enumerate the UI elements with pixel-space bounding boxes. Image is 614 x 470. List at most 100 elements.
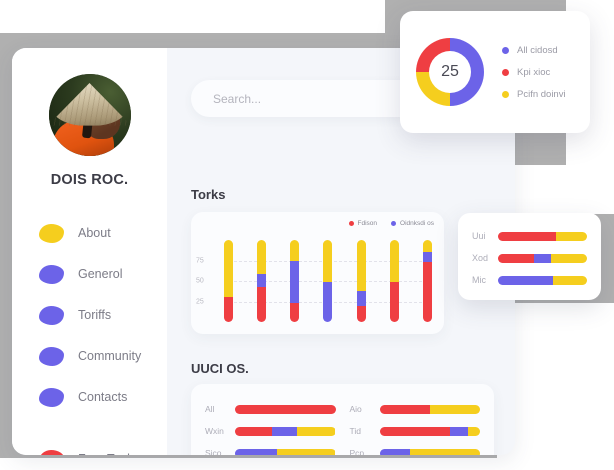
mini-stat-bar bbox=[498, 253, 587, 263]
legend-item-kpi-xioc: Kpi xioc bbox=[502, 61, 566, 83]
donut-center: 25 bbox=[429, 51, 471, 93]
uuci-row: All bbox=[205, 398, 336, 420]
legend-label: Pcifn doinvi bbox=[517, 88, 566, 100]
bar-segment bbox=[272, 426, 298, 436]
bar-segment bbox=[356, 240, 366, 291]
bar-track bbox=[323, 240, 333, 322]
sidebar-item-community[interactable]: Community bbox=[39, 339, 167, 373]
bar-segment bbox=[257, 286, 267, 322]
mini-stat-row: Mic bbox=[472, 269, 587, 291]
sidebar-item-generol[interactable]: Generol bbox=[39, 257, 167, 291]
mini-stats-rows: Uui Xod Mic bbox=[472, 225, 587, 291]
legend-label: Oidnksdi os bbox=[400, 220, 434, 227]
bar-segment bbox=[257, 240, 267, 275]
sidebar-item-label: Free Tools bbox=[78, 452, 136, 455]
uuci-row: Wxin bbox=[205, 420, 336, 442]
y-axis-tick: 25 bbox=[196, 298, 204, 305]
bar-segment bbox=[389, 281, 399, 322]
bar-track bbox=[356, 240, 366, 322]
legend-dot-icon bbox=[502, 68, 509, 76]
mini-stat-bar bbox=[498, 231, 587, 241]
mini-stat-label: Uui bbox=[472, 231, 486, 241]
legend-dot-icon bbox=[502, 90, 509, 98]
bar-column bbox=[356, 240, 366, 322]
bar-segment bbox=[235, 404, 336, 414]
bar-track bbox=[389, 240, 399, 322]
backdrop-cutout-lower-right bbox=[497, 303, 614, 470]
bar-segment bbox=[323, 281, 333, 322]
bar-series bbox=[224, 240, 432, 322]
donut-chart: 25 bbox=[416, 38, 484, 106]
uuci-row-label: Pcp bbox=[349, 448, 365, 455]
sidebar-item-label: Toriffs bbox=[78, 308, 112, 322]
sidebar-item-toriffs[interactable]: Toriffs bbox=[39, 298, 167, 332]
bar-segment bbox=[290, 260, 300, 304]
uuci-row-bar bbox=[379, 448, 481, 455]
bar-segment bbox=[224, 296, 233, 322]
blob-icon bbox=[39, 223, 64, 243]
bar-segment bbox=[290, 240, 300, 261]
section-title-uuci: UUCI OS. bbox=[191, 361, 249, 376]
donut-chart-card: 25 All cidosd Kpi xioc Pcifn doinvi bbox=[400, 11, 590, 133]
uuci-row: Pcp bbox=[350, 442, 481, 455]
y-axis-tick: 75 bbox=[196, 257, 204, 264]
bar-segment bbox=[389, 240, 399, 282]
uuci-row-label: Wxin bbox=[205, 426, 224, 436]
bar-column bbox=[389, 240, 399, 322]
blob-icon bbox=[39, 346, 64, 366]
bar-segment bbox=[553, 275, 587, 285]
bar-segment bbox=[467, 426, 480, 436]
bar-column bbox=[422, 240, 432, 322]
bar-segment bbox=[422, 240, 432, 253]
bar-segment bbox=[277, 448, 336, 455]
bar-chart-panel: Fdison Oidnksdi os 75 50 25 bbox=[191, 212, 444, 334]
uuci-row: Tid bbox=[350, 420, 481, 442]
uuci-row-bar bbox=[379, 404, 480, 414]
sidebar-item-contacts[interactable]: Contacts bbox=[39, 380, 167, 414]
legend-label: Kpi xioc bbox=[517, 66, 551, 78]
donut-legend: All cidosd Kpi xioc Pcifn doinvi bbox=[502, 39, 566, 105]
mini-stat-bar bbox=[498, 275, 587, 285]
uuci-grid: All Aio Wxin Tid Sico Pcp bbox=[191, 384, 494, 455]
bar-segment bbox=[297, 426, 336, 436]
bar-segment bbox=[323, 240, 333, 282]
bar-segment bbox=[555, 231, 587, 241]
legend-item-oidnksdi: Oidnksdi os bbox=[391, 220, 434, 227]
bar-segment bbox=[533, 253, 552, 263]
legend-item-pcifn-doinvi: Pcifn doinvi bbox=[502, 83, 566, 105]
sidebar-item-free-tools[interactable]: Free Tools bbox=[39, 442, 167, 455]
bar-segment bbox=[422, 252, 432, 263]
legend-label: All cidosd bbox=[517, 44, 558, 56]
mini-stat-row: Xod bbox=[472, 247, 587, 269]
legend-dot-icon bbox=[502, 46, 509, 54]
uuci-row-bar bbox=[235, 448, 336, 455]
sidebar-item-about[interactable]: About bbox=[39, 216, 167, 250]
bar-chart-plot: 75 50 25 bbox=[196, 240, 432, 322]
sidebar-nav: About Generol Toriffs Community Contacts bbox=[12, 216, 167, 455]
uuci-row-label: Sico bbox=[205, 448, 222, 455]
uuci-row-label: Tid bbox=[349, 426, 362, 436]
bar-segment bbox=[379, 448, 410, 455]
blob-icon bbox=[39, 305, 64, 325]
legend-dot-icon bbox=[391, 221, 397, 226]
bar-segment bbox=[235, 426, 273, 436]
bar-segment bbox=[235, 448, 278, 455]
blob-icon bbox=[39, 449, 64, 455]
avatar[interactable] bbox=[48, 74, 131, 156]
bar-segment bbox=[379, 404, 430, 414]
donut-value: 25 bbox=[441, 63, 459, 80]
uuci-row: Sico bbox=[205, 442, 336, 455]
bar-segment bbox=[290, 303, 300, 322]
mini-stats-card: Uui Xod Mic bbox=[458, 213, 601, 300]
bar-segment bbox=[356, 306, 366, 322]
sidebar-item-label: Community bbox=[78, 349, 142, 363]
legend-item-all-cidosd: All cidosd bbox=[502, 39, 566, 61]
avatar-wrapper bbox=[12, 74, 167, 156]
bar-chart-legend: Fdison Oidnksdi os bbox=[348, 220, 434, 227]
uuci-row-bar bbox=[379, 426, 481, 436]
uuci-row-label: All bbox=[205, 404, 215, 414]
bar-column bbox=[290, 240, 300, 322]
bar-column bbox=[323, 240, 333, 322]
legend-label: Fdison bbox=[357, 220, 378, 227]
